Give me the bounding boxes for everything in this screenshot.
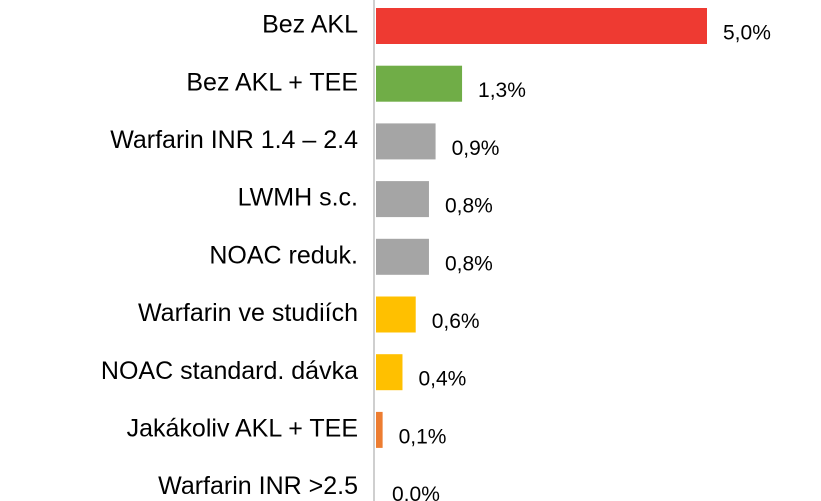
value-label: 0,8% bbox=[445, 252, 493, 275]
bar bbox=[376, 238, 429, 275]
bar bbox=[376, 8, 707, 44]
category-label: Bez AKL + TEE bbox=[186, 68, 358, 96]
value-label: 0,1% bbox=[399, 425, 447, 448]
bar bbox=[376, 123, 436, 160]
value-label: 0,4% bbox=[418, 368, 466, 391]
category-label: Warfarin ve studiích bbox=[138, 299, 358, 327]
category-label: NOAC standard. dávka bbox=[101, 357, 358, 385]
value-label: 0,8% bbox=[445, 195, 493, 218]
bar bbox=[376, 354, 403, 391]
value-label: 0,0% bbox=[392, 483, 440, 501]
value-label: 0,9% bbox=[452, 137, 500, 160]
bar bbox=[376, 65, 463, 102]
value-label: 1,3% bbox=[478, 79, 526, 102]
bar bbox=[376, 296, 416, 333]
bar bbox=[376, 411, 383, 448]
category-label: NOAC reduk. bbox=[209, 241, 358, 269]
category-label: Bez AKL bbox=[262, 11, 358, 39]
category-label: Warfarin INR >2.5 bbox=[158, 472, 358, 500]
category-label: LWMH s.c. bbox=[238, 184, 358, 212]
bar bbox=[376, 181, 429, 218]
value-label: 0,6% bbox=[432, 310, 480, 333]
category-label: Jakákoliv AKL + TEE bbox=[127, 415, 358, 443]
value-label: 5,0% bbox=[723, 22, 771, 45]
category-label: Warfarin INR 1.4 – 2.4 bbox=[110, 126, 358, 154]
